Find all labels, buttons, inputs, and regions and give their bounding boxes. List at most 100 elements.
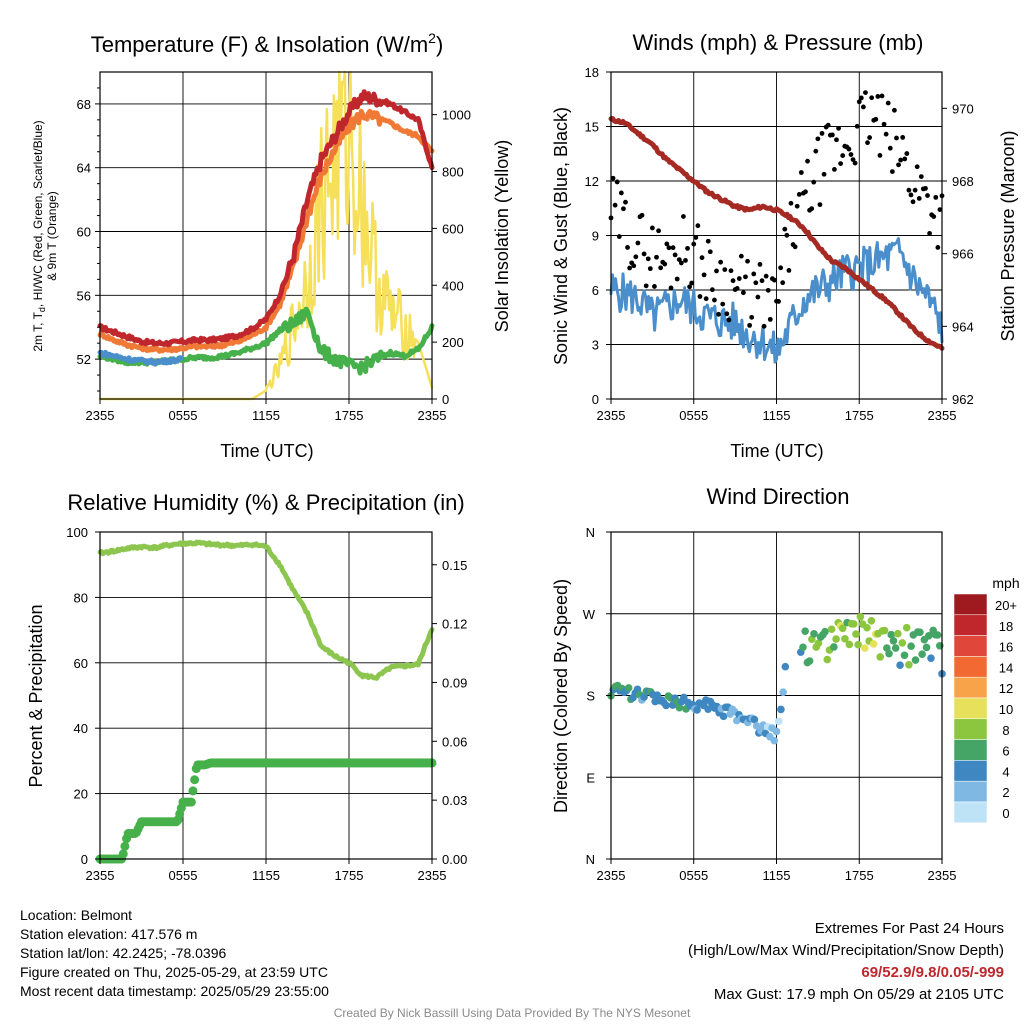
gust-point [794, 203, 800, 209]
gust-point [825, 122, 831, 128]
temperature-panel: Temperature (F) & Insolation (W/m2) 2355… [31, 30, 512, 461]
humidity-ylabel: Percent & Precipitation [26, 604, 46, 787]
gust-point [645, 256, 651, 262]
y-tick-label: 60 [77, 225, 91, 240]
gust-point [649, 225, 655, 231]
y2-tick-label: 0.00 [442, 852, 467, 867]
gust-point [738, 253, 744, 259]
gust-point [860, 104, 866, 110]
direction-point [827, 625, 836, 634]
direction-point [896, 661, 904, 669]
x-tick-label: 1155 [252, 868, 280, 883]
y2-tick-label: 800 [442, 165, 464, 180]
gust-point [672, 252, 678, 258]
colorbar-swatch [953, 697, 988, 720]
gust-point [906, 187, 912, 193]
gust-point [805, 158, 810, 164]
y-tick-label: E [586, 770, 595, 785]
gust-point [819, 130, 825, 136]
x-tick-label: 2355 [86, 868, 115, 883]
direction-point [911, 656, 920, 664]
gust-point [699, 255, 705, 261]
gust-point [703, 296, 709, 302]
gust-point [832, 166, 837, 172]
x-tick-label: 0555 [679, 868, 708, 883]
colorbar-swatch [953, 656, 988, 678]
gust-point [722, 267, 728, 272]
direction-point [867, 616, 876, 625]
gust-point [765, 287, 771, 293]
y2-tick-label: 962 [952, 392, 974, 407]
y-tick-label: N [586, 852, 595, 867]
gust-point [759, 278, 765, 284]
gust-point [873, 116, 879, 122]
gust-point [714, 268, 719, 274]
gust-point [612, 202, 618, 208]
gust-point [618, 190, 624, 196]
gust-point [689, 280, 695, 286]
gust-point [631, 263, 637, 269]
direction-point [805, 657, 814, 665]
gust-point [894, 135, 899, 141]
gust-point [747, 322, 753, 328]
colorbar-swatch [953, 739, 988, 761]
direction-point [876, 653, 885, 661]
humidity-panel: Relative Humidity (%) & Precipitation (i… [26, 490, 467, 883]
gust-point [798, 170, 804, 175]
temperature-ylabel-line1: 2m T, Td, HI/WC (Red, Green, Scarlet/Blu… [31, 120, 47, 351]
colorbar-swatch [953, 780, 988, 803]
x-tick-label: 2355 [597, 868, 626, 883]
direction-point [933, 631, 942, 639]
colorbar-swatch [953, 760, 988, 782]
gust-point [863, 90, 868, 96]
gust-point [817, 202, 823, 208]
gust-point [658, 265, 664, 271]
gust-point [755, 294, 761, 300]
gust-point [705, 238, 711, 244]
gust-point [850, 157, 856, 163]
x-tick-label: 0555 [169, 408, 198, 423]
temperature-ylabel-line2: & 9m T (Orange) [45, 191, 59, 281]
extremes-values: 69/52.9/9.8/0.05/-999 [861, 964, 1004, 981]
gust-point [792, 244, 798, 250]
y2-tick-label: 400 [442, 278, 464, 293]
gust-point [666, 245, 672, 251]
gust-point [720, 301, 726, 307]
y2-tick-label: 200 [442, 335, 464, 350]
gust-point [782, 226, 788, 232]
gust-point [935, 245, 941, 250]
direction-point [889, 637, 898, 645]
y-tick-label: 9 [592, 229, 599, 244]
gust-point [641, 251, 647, 257]
gust-point [643, 283, 649, 289]
gust-point [625, 245, 630, 250]
y-tick-label: 6 [592, 283, 599, 298]
gust-point [904, 151, 910, 156]
x-tick-label: 2355 [418, 868, 447, 883]
colorbar-swatch [953, 635, 988, 657]
x-tick-label: 1155 [252, 408, 280, 423]
gust-point [743, 274, 748, 280]
x-tick-label: 1755 [335, 868, 364, 883]
y-tick-label: 15 [585, 120, 599, 135]
gust-point [687, 284, 693, 290]
direction-point [852, 630, 860, 638]
direction-point [924, 631, 933, 640]
direction-point [860, 644, 869, 652]
gust-point [695, 223, 701, 229]
gust-point [678, 260, 684, 266]
extremes-subtitle: (High/Low/Max Wind/Precipitation/Snow De… [688, 942, 1004, 959]
direction-point [823, 655, 832, 664]
x-tick-label: 2355 [418, 408, 447, 423]
gust-point [674, 276, 680, 282]
colorbar-swatch [953, 718, 988, 740]
gust-point [840, 153, 846, 158]
y2-tick-label: 966 [952, 247, 974, 262]
gust-point [848, 152, 854, 157]
pressure-line [608, 116, 945, 351]
direction-point [781, 662, 790, 671]
colorbar-label: 18 [999, 619, 1013, 634]
colorbar-label: 14 [999, 660, 1013, 675]
direction-point [779, 688, 787, 697]
